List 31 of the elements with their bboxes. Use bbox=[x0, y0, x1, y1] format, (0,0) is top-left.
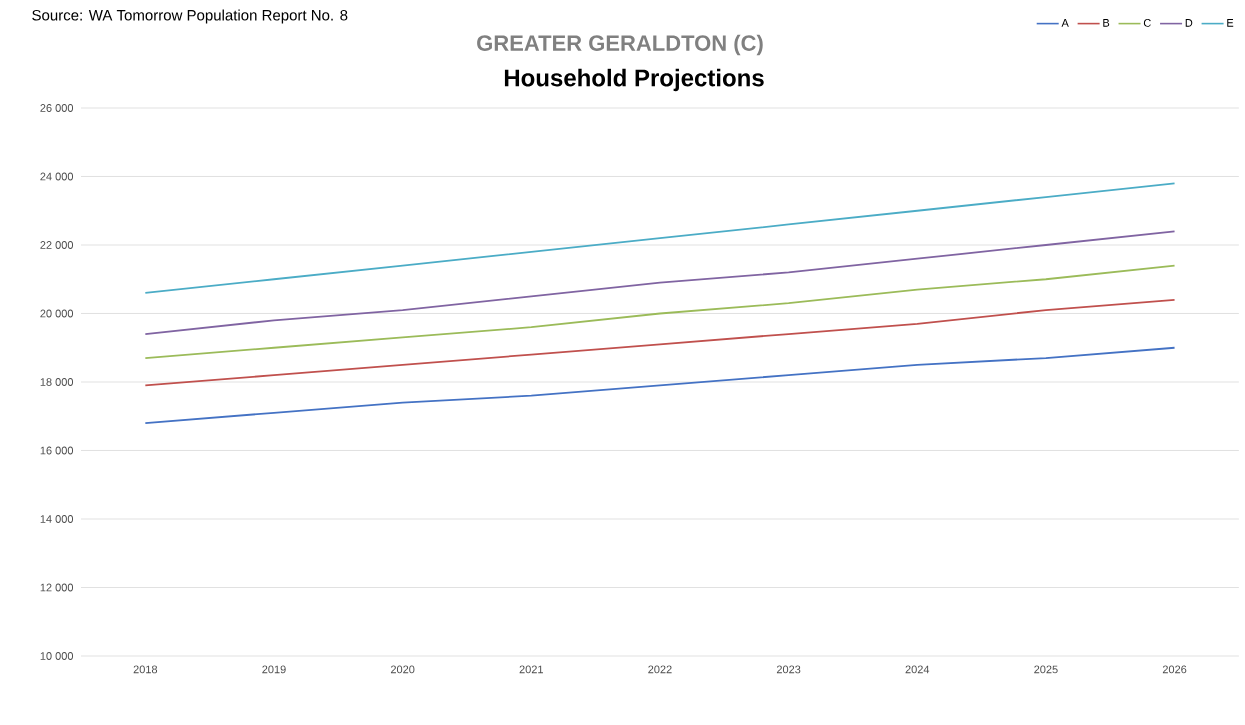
legend-label: D bbox=[1185, 19, 1193, 27]
x-tick-label: 2018 bbox=[133, 665, 158, 674]
y-tick-label: 14 000 bbox=[40, 515, 74, 523]
legend-label: B bbox=[1103, 19, 1110, 27]
y-tick-label: 24 000 bbox=[40, 172, 74, 181]
source-note: Source: WA Tomorrow Population Report No. 8 bbox=[32, 9, 348, 24]
line-series bbox=[144, 182, 1176, 294]
x-tick-label: 2023 bbox=[776, 665, 801, 674]
chart-subtitle: Household Projections bbox=[504, 68, 764, 92]
y-tick-label: 18 000 bbox=[40, 378, 74, 386]
x-tick-label: 2019 bbox=[262, 665, 286, 674]
y-tick-label: 20 000 bbox=[40, 309, 74, 318]
x-tick-label: 2020 bbox=[390, 665, 415, 674]
line-series bbox=[144, 264, 1176, 359]
legend-label: A bbox=[1061, 19, 1069, 27]
x-tick-label: 2024 bbox=[905, 665, 930, 674]
chart-title: GREATER GERALDTON (C) bbox=[477, 34, 763, 56]
y-tick-label: 26 000 bbox=[40, 104, 74, 112]
legend-label: E bbox=[1227, 19, 1234, 27]
y-tick-label: 22 000 bbox=[40, 241, 74, 249]
x-tick-label: 2021 bbox=[519, 665, 543, 674]
y-tick-label: 10 000 bbox=[40, 652, 74, 660]
y-tick-label: 12 000 bbox=[40, 583, 74, 592]
line-series bbox=[144, 230, 1176, 335]
x-tick-label: 2026 bbox=[1162, 665, 1187, 674]
y-tick-label: 16 000 bbox=[40, 446, 74, 455]
legend-label: C bbox=[1143, 19, 1151, 27]
x-tick-label: 2022 bbox=[648, 665, 672, 674]
line-series bbox=[144, 346, 1176, 424]
x-tick-label: 2025 bbox=[1034, 665, 1058, 674]
line-series bbox=[144, 298, 1176, 387]
